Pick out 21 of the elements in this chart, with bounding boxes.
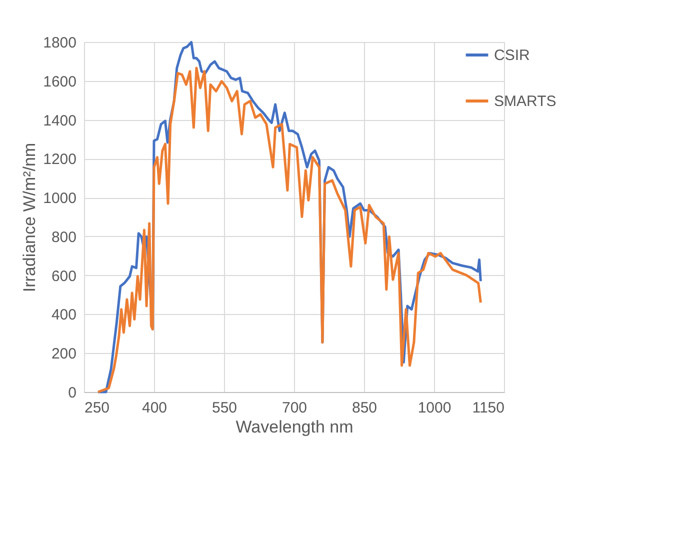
y-tick-label: 200 <box>51 346 76 363</box>
x-tick-label: 250 <box>84 400 110 416</box>
y-tick-label: 400 <box>51 306 76 324</box>
legend-label: SMARTS <box>494 93 556 110</box>
y-tick-label: 1800 <box>43 34 76 52</box>
y-tick-label: 1400 <box>43 112 76 130</box>
x-tick-label: 850 <box>352 400 378 416</box>
y-axis-title: Irradiance W/m²/nm <box>20 142 40 292</box>
x-axis-title: Wavelength nm <box>236 418 354 436</box>
y-tick-label: 1200 <box>43 151 76 168</box>
x-tick-label: 1000 <box>418 400 452 416</box>
x-tick-label: 1150 <box>472 400 504 416</box>
x-tick-label: 550 <box>212 400 238 416</box>
legend-label: CSIR <box>494 47 530 64</box>
y-tick-label: 600 <box>51 268 76 285</box>
y-tick-label: 1600 <box>43 73 76 90</box>
y-tick-label: 0 <box>68 384 76 402</box>
y-tick-label: 800 <box>51 228 76 246</box>
y-tick-label: 1000 <box>43 190 76 208</box>
x-tick-label: 400 <box>142 400 168 416</box>
x-tick-label: 700 <box>282 400 308 416</box>
